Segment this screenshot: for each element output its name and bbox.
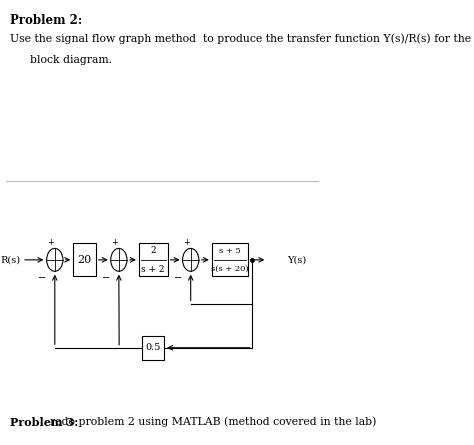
Circle shape xyxy=(46,248,63,271)
Text: Y(s): Y(s) xyxy=(288,255,307,264)
Text: s + 5: s + 5 xyxy=(219,247,241,255)
FancyBboxPatch shape xyxy=(212,243,248,276)
FancyBboxPatch shape xyxy=(139,243,168,276)
FancyBboxPatch shape xyxy=(142,336,164,360)
Text: +: + xyxy=(183,238,190,247)
Text: +: + xyxy=(111,238,118,247)
Circle shape xyxy=(182,248,199,271)
Text: −: − xyxy=(102,273,110,283)
Text: redo problem 2 using MATLAB (method covered in the lab): redo problem 2 using MATLAB (method cove… xyxy=(43,417,377,427)
Text: s + 2: s + 2 xyxy=(141,265,165,274)
Text: Problem 2:: Problem 2: xyxy=(10,14,82,27)
Circle shape xyxy=(111,248,127,271)
Text: block diagram.: block diagram. xyxy=(30,55,112,65)
Text: 20: 20 xyxy=(77,255,91,265)
Text: Problem 3:: Problem 3: xyxy=(10,417,78,428)
Text: R(s): R(s) xyxy=(0,255,20,264)
Text: +: + xyxy=(47,238,54,247)
Text: −: − xyxy=(38,273,46,283)
Text: 2: 2 xyxy=(150,246,156,255)
Text: Use the signal flow graph method  to produce the transfer function Y(s)/R(s) for: Use the signal flow graph method to prod… xyxy=(10,33,474,44)
Text: 0.5: 0.5 xyxy=(146,343,161,352)
Text: −: − xyxy=(174,273,182,283)
Text: s(s + 20): s(s + 20) xyxy=(211,265,248,273)
FancyBboxPatch shape xyxy=(73,243,96,276)
